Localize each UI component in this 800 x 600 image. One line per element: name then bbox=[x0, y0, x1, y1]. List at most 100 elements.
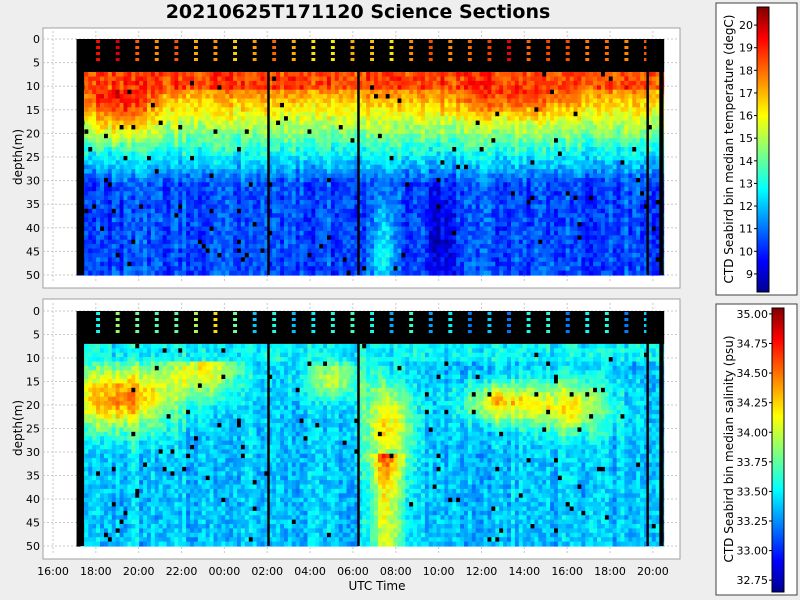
heatmap-cell bbox=[444, 239, 449, 245]
heatmap-cell bbox=[397, 222, 402, 228]
heatmap-cell bbox=[366, 102, 371, 108]
heatmap-cell bbox=[166, 76, 172, 82]
heatmap-cell bbox=[135, 252, 140, 258]
heatmap-cell bbox=[182, 116, 187, 122]
heatmap-cell bbox=[452, 133, 457, 139]
heatmap-cell bbox=[84, 270, 89, 276]
heatmap-cell bbox=[370, 257, 375, 263]
heatmap-cell bbox=[229, 195, 234, 201]
heatmap-cell bbox=[291, 173, 297, 179]
heatmap-cell bbox=[264, 80, 269, 86]
heatmap-cell bbox=[154, 252, 160, 258]
heatmap-cell bbox=[444, 147, 449, 152]
heatmap-cell bbox=[260, 195, 265, 201]
heatmap-cell bbox=[264, 208, 269, 214]
heatmap-cell bbox=[460, 230, 465, 236]
heatmap-cell bbox=[221, 147, 226, 152]
heatmap-cell bbox=[334, 111, 340, 117]
heatmap-cell bbox=[464, 133, 469, 139]
heatmap-cell bbox=[342, 186, 348, 192]
heatmap-cell bbox=[170, 261, 175, 267]
heatmap-cell bbox=[197, 72, 203, 77]
heatmap-cell bbox=[240, 266, 246, 272]
heatmap-cell bbox=[131, 125, 136, 130]
heatmap-cell bbox=[260, 248, 265, 254]
heatmap-cell bbox=[393, 173, 398, 179]
heatmap-cell bbox=[420, 191, 426, 197]
heatmap-cell bbox=[370, 239, 375, 245]
heatmap-cell bbox=[295, 191, 301, 197]
heatmap-cell bbox=[350, 98, 355, 104]
heatmap-cell bbox=[119, 142, 125, 148]
heatmap-cell bbox=[307, 72, 312, 77]
heatmap-cell bbox=[229, 94, 234, 100]
heatmap-cell bbox=[401, 111, 406, 117]
heatmap-cell bbox=[178, 177, 183, 183]
heatmap-cell bbox=[248, 191, 254, 197]
heatmap-cell bbox=[237, 261, 242, 267]
heatmap-cell bbox=[299, 147, 305, 152]
heatmap-cell bbox=[107, 94, 113, 100]
heatmap-cell bbox=[471, 226, 477, 232]
heatmap-cell bbox=[96, 182, 101, 188]
heatmap-cell bbox=[119, 235, 125, 241]
heatmap-cell bbox=[374, 129, 379, 135]
heatmap-cell bbox=[276, 142, 281, 148]
heatmap-cell bbox=[139, 80, 144, 86]
heatmap-cell bbox=[158, 147, 164, 152]
heatmap-cell bbox=[131, 173, 136, 179]
heatmap-cell bbox=[432, 142, 438, 148]
heatmap-cell bbox=[452, 200, 457, 205]
heatmap-cell bbox=[460, 85, 465, 91]
heatmap-cell bbox=[240, 138, 246, 144]
heatmap-cell bbox=[448, 138, 453, 144]
heatmap-cell bbox=[323, 120, 328, 126]
heatmap-cell bbox=[424, 111, 430, 117]
heatmap-cell bbox=[330, 182, 336, 188]
heatmap-cell bbox=[413, 133, 418, 139]
heatmap-cell bbox=[385, 208, 391, 214]
heatmap-cell bbox=[268, 195, 273, 201]
heatmap-cell bbox=[381, 248, 387, 254]
heatmap-cell bbox=[104, 102, 109, 108]
heatmap-cell bbox=[366, 235, 371, 241]
heatmap-cell bbox=[143, 230, 148, 236]
heatmap-cell bbox=[460, 182, 465, 188]
heatmap-cell bbox=[389, 213, 395, 219]
heatmap-cell bbox=[217, 235, 222, 241]
heatmap-cell bbox=[88, 111, 93, 117]
heatmap-cell bbox=[291, 252, 297, 258]
heatmap-cell bbox=[197, 248, 203, 254]
heatmap-cell bbox=[268, 111, 273, 117]
heatmap-cell bbox=[397, 138, 402, 144]
surface-gap bbox=[229, 39, 234, 72]
heatmap-cell bbox=[84, 133, 89, 139]
heatmap-cell bbox=[385, 266, 391, 272]
heatmap-cell bbox=[342, 177, 348, 183]
heatmap-cell bbox=[327, 208, 332, 214]
heatmap-cell bbox=[307, 217, 312, 223]
heatmap-cell bbox=[264, 248, 269, 254]
heatmap-cell bbox=[166, 94, 172, 100]
heatmap-cell bbox=[248, 125, 254, 130]
heatmap-cell bbox=[299, 160, 305, 166]
heatmap-cell bbox=[319, 125, 324, 130]
heatmap-cell bbox=[186, 266, 191, 272]
heatmap-cell bbox=[162, 89, 168, 95]
heatmap-cell bbox=[448, 261, 453, 267]
heatmap-cell bbox=[182, 252, 187, 258]
heatmap-cell bbox=[323, 248, 328, 254]
heatmap-cell bbox=[252, 120, 258, 126]
heatmap-cell bbox=[88, 125, 93, 130]
heatmap-cell bbox=[115, 244, 121, 250]
heatmap-cell bbox=[444, 204, 449, 210]
heatmap-cell bbox=[174, 147, 179, 152]
heatmap-cell bbox=[330, 244, 336, 250]
heatmap-cell bbox=[295, 155, 301, 161]
heatmap-cell bbox=[303, 252, 308, 258]
heatmap-cell bbox=[217, 116, 222, 122]
heatmap-cell bbox=[84, 116, 89, 122]
heatmap-cell bbox=[150, 160, 156, 166]
heatmap-cell bbox=[397, 195, 402, 201]
heatmap-cell bbox=[323, 213, 328, 219]
